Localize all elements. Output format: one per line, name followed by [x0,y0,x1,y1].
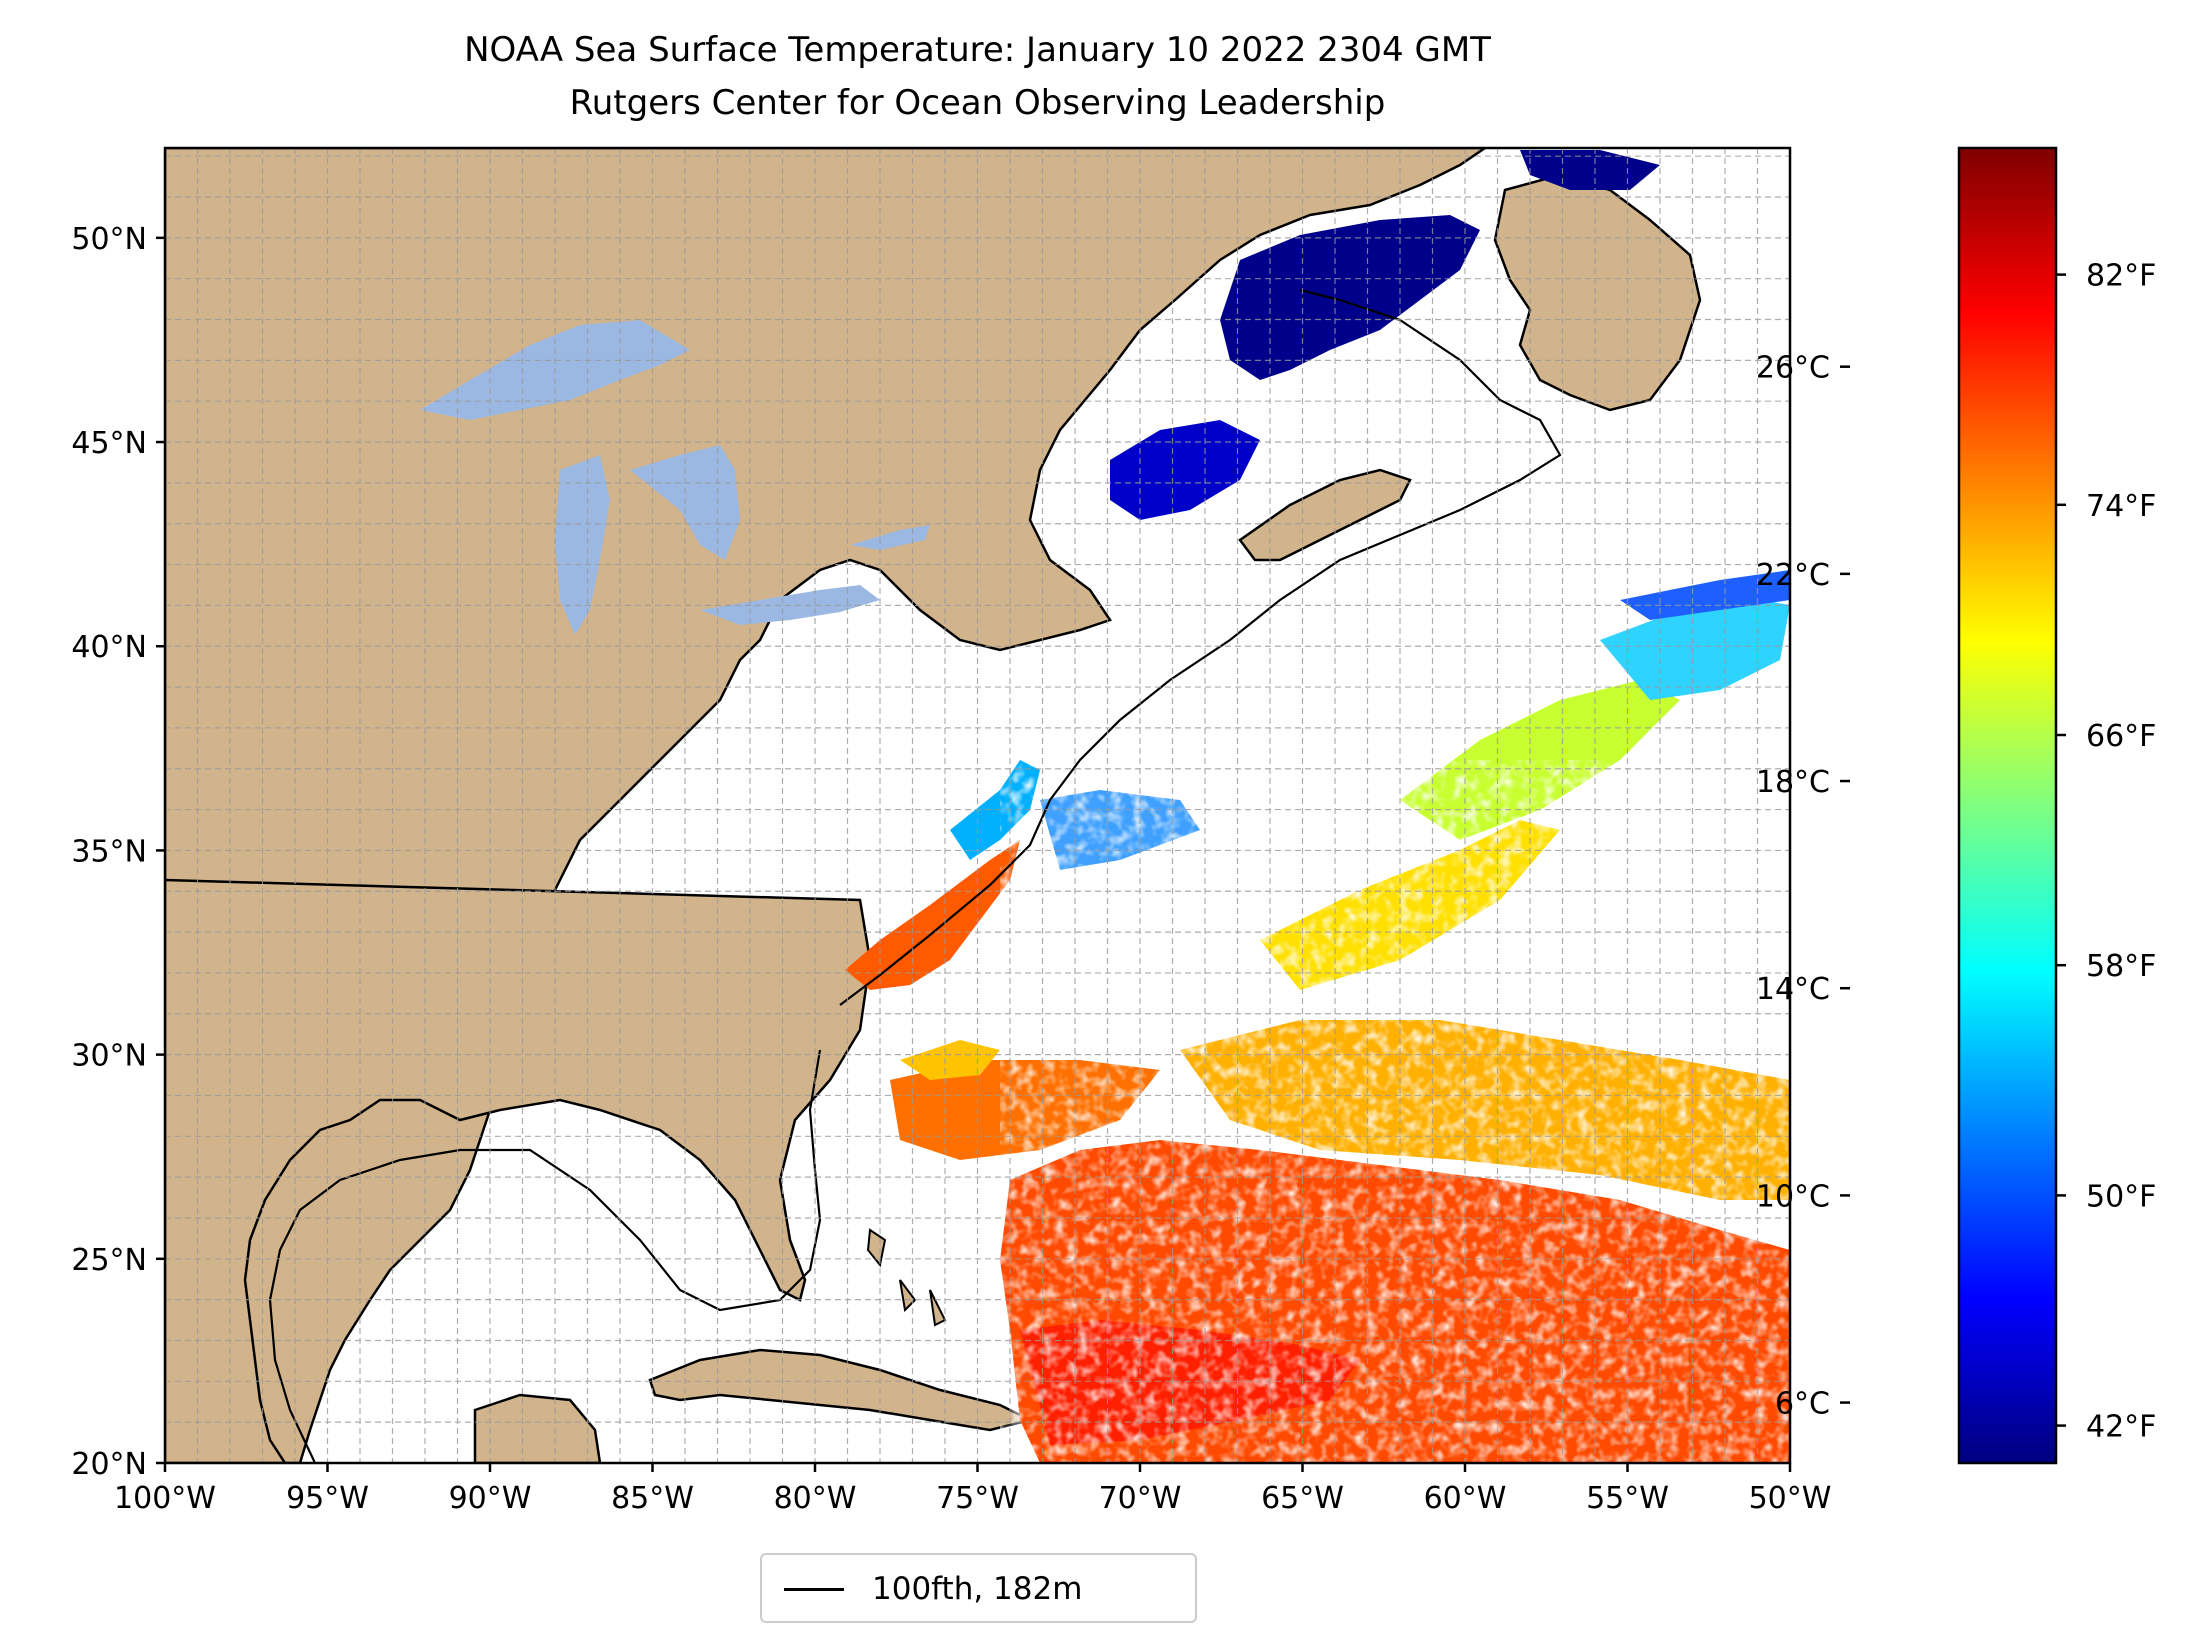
colorbar: 42°F 50°F 58°F 66°F 74°F 82°F 6°C 10°C 14°C 18°C 2… [1756,146,2157,1465]
map-gridlines [165,148,1790,1463]
celsius-tick-label: 14°C [1756,972,1830,1007]
fahrenheit-tick-label: 58°F [2086,949,2156,984]
lon-tick-label: 60°W [1424,1481,1507,1516]
north-america-land [165,148,1488,1463]
chart-subtitle: Rutgers Center for Ocean Observing Leade… [569,83,1386,123]
lon-tick-label: 50°W [1749,1481,1832,1516]
celsius-tick-label: 10°C [1756,1179,1830,1214]
lat-tick-label: 50°N [71,222,147,257]
celsius-tick-label: 22°C [1756,558,1830,593]
colorbar-gradient [1957,146,2058,1465]
gulf-coast-land [165,878,872,1463]
celsius-tick-label: 26°C [1756,351,1830,386]
lon-tick-label: 75°W [936,1481,1019,1516]
lat-tick-label: 35°N [71,834,147,869]
colorbar-ticks: 42°F 50°F 58°F 66°F 74°F 82°F 6°C 10°C 14°C 18°C 2… [1756,259,2157,1445]
cuba-land [648,1348,1034,1432]
lat-tick-label: 25°N [71,1243,147,1278]
great-lakes [420,320,930,635]
lon-tick-label: 85°W [611,1481,694,1516]
lon-tick-label: 100°W [114,1481,216,1516]
fahrenheit-tick-label: 66°F [2086,719,2156,754]
lon-tick-label: 80°W [774,1481,857,1516]
lon-tick-label: 55°W [1586,1481,1669,1516]
lat-tick-label: 45°N [71,426,147,461]
cloud-gaps-overlay [1000,760,1790,1463]
lat-tick-label: 30°N [71,1039,147,1074]
celsius-tick-label: 18°C [1756,765,1830,800]
yucatan-land [473,1393,602,1463]
isobath-legend: 100fth, 182m [760,1553,1197,1623]
legend-label: 100fth, 182m [872,1571,1083,1607]
chart-title: NOAA Sea Surface Temperature: January 10… [464,30,1491,70]
lon-tick-label: 95°W [286,1481,369,1516]
map-axis-ticks: 100°W 95°W 90°W 85°W 80°W 75°W 70°W 65°W 60°W 55°… [71,222,1831,1516]
bahamas-land [866,1228,947,1327]
fahrenheit-tick-label: 82°F [2086,259,2156,294]
fahrenheit-tick-label: 42°F [2086,1410,2156,1445]
map-panel [165,148,1790,1463]
lon-tick-label: 70°W [1099,1481,1182,1516]
isobath-100fth [268,288,1562,1463]
lon-tick-label: 90°W [449,1481,532,1516]
lat-tick-label: 20°N [71,1447,147,1482]
fahrenheit-tick-label: 50°F [2086,1179,2156,1214]
lat-tick-label: 40°N [71,630,147,665]
legend-line-swatch [784,1588,844,1591]
celsius-tick-label: 6°C [1775,1387,1830,1422]
newfoundland-land [1493,173,1702,412]
fahrenheit-tick-label: 74°F [2086,489,2156,524]
lon-tick-label: 65°W [1261,1481,1344,1516]
